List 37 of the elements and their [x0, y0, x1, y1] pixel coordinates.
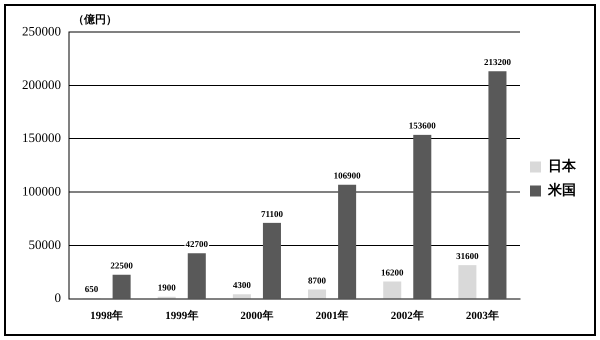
bar: [262, 222, 281, 298]
bar: [383, 282, 402, 298]
data-label: 8700: [308, 275, 327, 286]
bar: [413, 134, 432, 298]
bar: [458, 265, 476, 298]
data-label: 31600: [456, 250, 480, 261]
data-label: 42700: [186, 239, 209, 250]
x-tick-label: 2002年: [390, 309, 424, 322]
x-tick-label: 2000年: [240, 309, 274, 322]
y-tick-label: 50000: [28, 236, 61, 252]
y-tick-label: 100000: [22, 184, 61, 198]
y-tick-label: 150000: [22, 130, 61, 146]
data-label: 4300: [232, 280, 252, 290]
data-label: 213200: [484, 57, 512, 68]
data-label: 1900: [158, 282, 176, 293]
bar: [112, 274, 131, 298]
data-label: 22500: [110, 260, 134, 271]
x-tick-label: 1999年: [165, 309, 198, 322]
y-axis-title: （億円）: [73, 12, 117, 26]
bar: [188, 253, 206, 298]
data-label: 16200: [380, 267, 404, 278]
data-label: 106900: [334, 170, 362, 181]
data-label: 650: [84, 284, 99, 294]
legend-label: 日本: [548, 158, 577, 175]
legend-label: 米国: [547, 182, 576, 199]
x-tick-label: 2003年: [466, 309, 499, 322]
bar: [488, 71, 506, 298]
y-tick-label: 250000: [22, 23, 61, 38]
bar: [308, 290, 326, 298]
data-label: 71100: [260, 208, 284, 219]
y-tick-label: 200000: [22, 76, 61, 92]
data-label: 153600: [408, 120, 436, 131]
x-tick-label: 1998年: [90, 309, 124, 322]
y-tick-label: 0: [54, 290, 61, 306]
bar: [338, 184, 356, 298]
x-tick-label: 2001年: [316, 309, 349, 322]
bar: [232, 294, 251, 298]
